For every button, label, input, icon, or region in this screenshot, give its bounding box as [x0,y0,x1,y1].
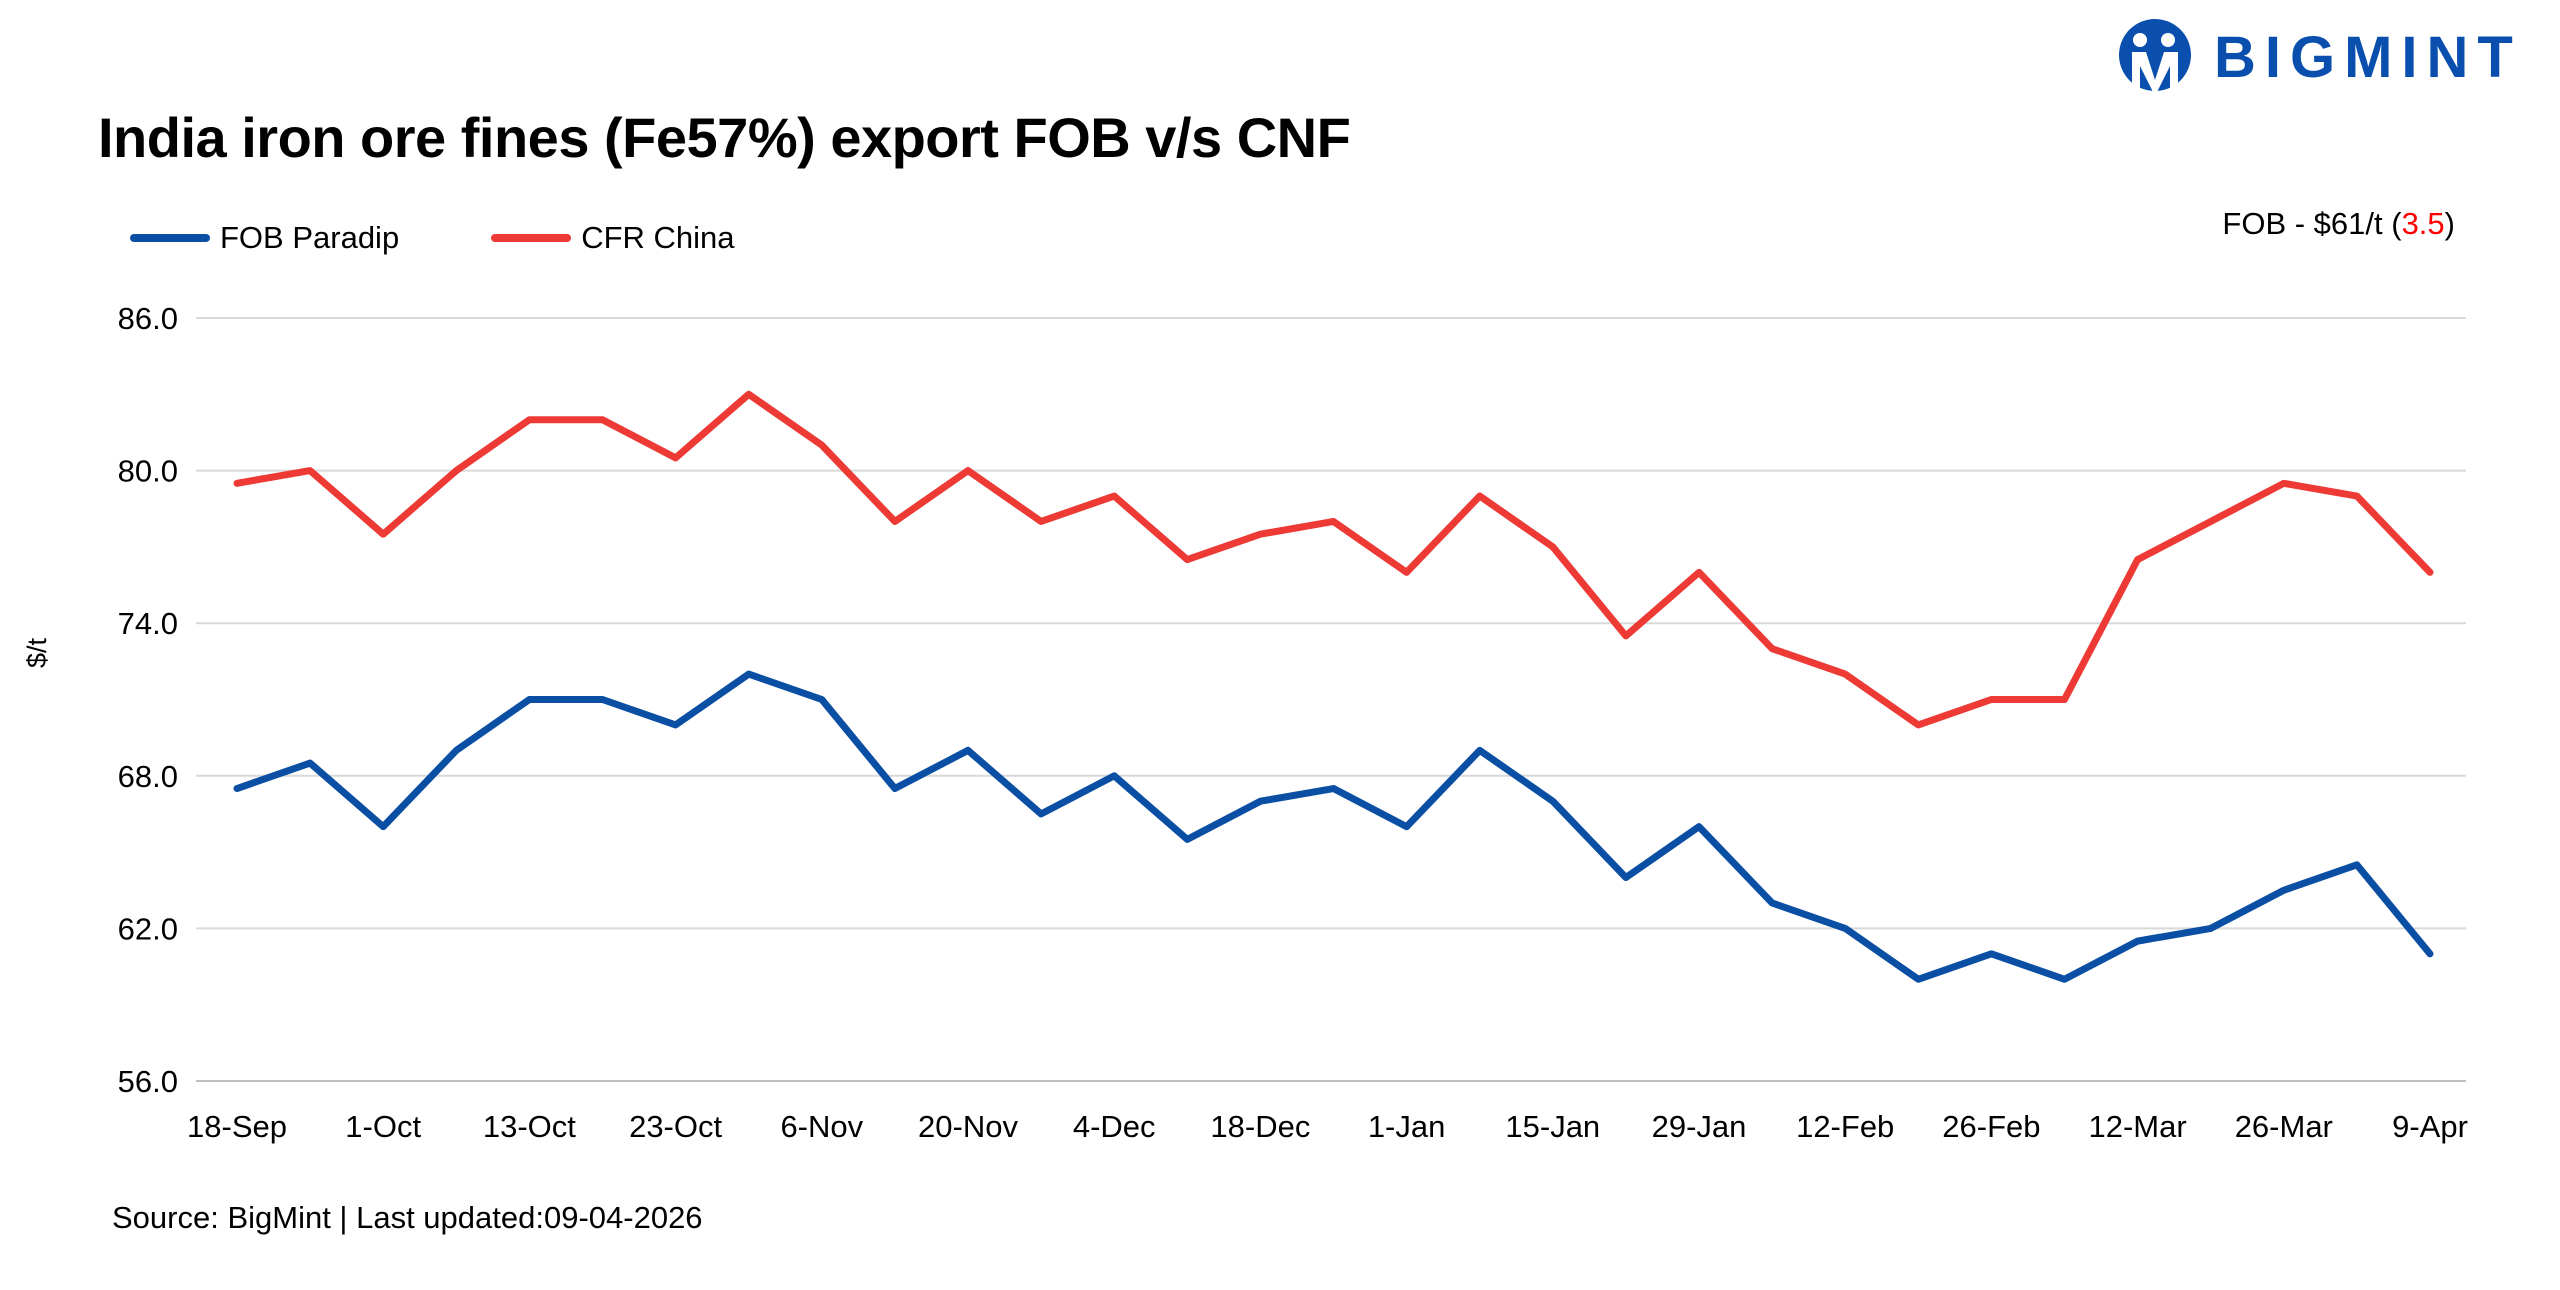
x-tick-label: 15-Jan [1505,1109,1600,1144]
x-tick-label: 29-Jan [1652,1109,1747,1144]
bigmint-logo: BIGMINT [2118,18,2522,96]
x-tick-label: 6-Nov [780,1109,863,1144]
legend-item-fob: FOB Paradip [130,220,399,256]
x-tick-label: 1-Oct [345,1109,421,1144]
x-tick-label: 4-Dec [1073,1109,1156,1144]
legend-label-fob: FOB Paradip [220,220,400,255]
logo-text: BIGMINT [2214,24,2522,90]
x-tick-label: 9-Apr [2392,1109,2468,1144]
x-tick-label: 18-Dec [1210,1109,1310,1144]
series-line-fob-paradip [233,670,2434,983]
y-tick-label: 86.0 [118,301,178,336]
source-note: Source: BigMint | Last updated:09-04-202… [112,1200,703,1235]
legend-label-cfr: CFR China [581,220,735,255]
y-tick-label: 74.0 [118,606,178,641]
y-tick-label: 68.0 [118,759,178,794]
legend-swatch-cfr [491,234,572,242]
x-tick-label: 13-Oct [483,1109,576,1144]
legend: FOB Paradip CFR China [130,220,827,256]
annotation-prefix: FOB - $61/t ( [2222,206,2402,241]
x-tick-label: 1-Jan [1368,1109,1446,1144]
bigmint-people-icon [2119,19,2191,96]
annotation-change: 3.5 [2401,206,2445,241]
price-annotation: FOB - $61/t (3.5) [2222,206,2455,242]
x-tick-label: 23-Oct [629,1109,722,1144]
x-tick-label: 12-Feb [1796,1109,1894,1144]
annotation-suffix: ) [2444,206,2455,241]
x-tick-label: 18-Sep [187,1109,287,1144]
y-tick-label: 56.0 [118,1064,178,1099]
x-tick-label: 20-Nov [918,1109,1018,1144]
series-line-cfr-china [233,390,2434,729]
chart-title: India iron ore fines (Fe57%) export FOB … [98,106,1351,169]
x-tick-label: 12-Mar [2088,1109,2186,1144]
y-tick-label: 80.0 [118,454,178,489]
legend-swatch-fob [130,234,210,242]
y-tick-label: 62.0 [118,911,178,946]
x-tick-label: 26-Mar [2235,1109,2333,1144]
legend-item-cfr: CFR China [491,220,735,256]
x-tick-label: 26-Feb [1942,1109,2040,1144]
